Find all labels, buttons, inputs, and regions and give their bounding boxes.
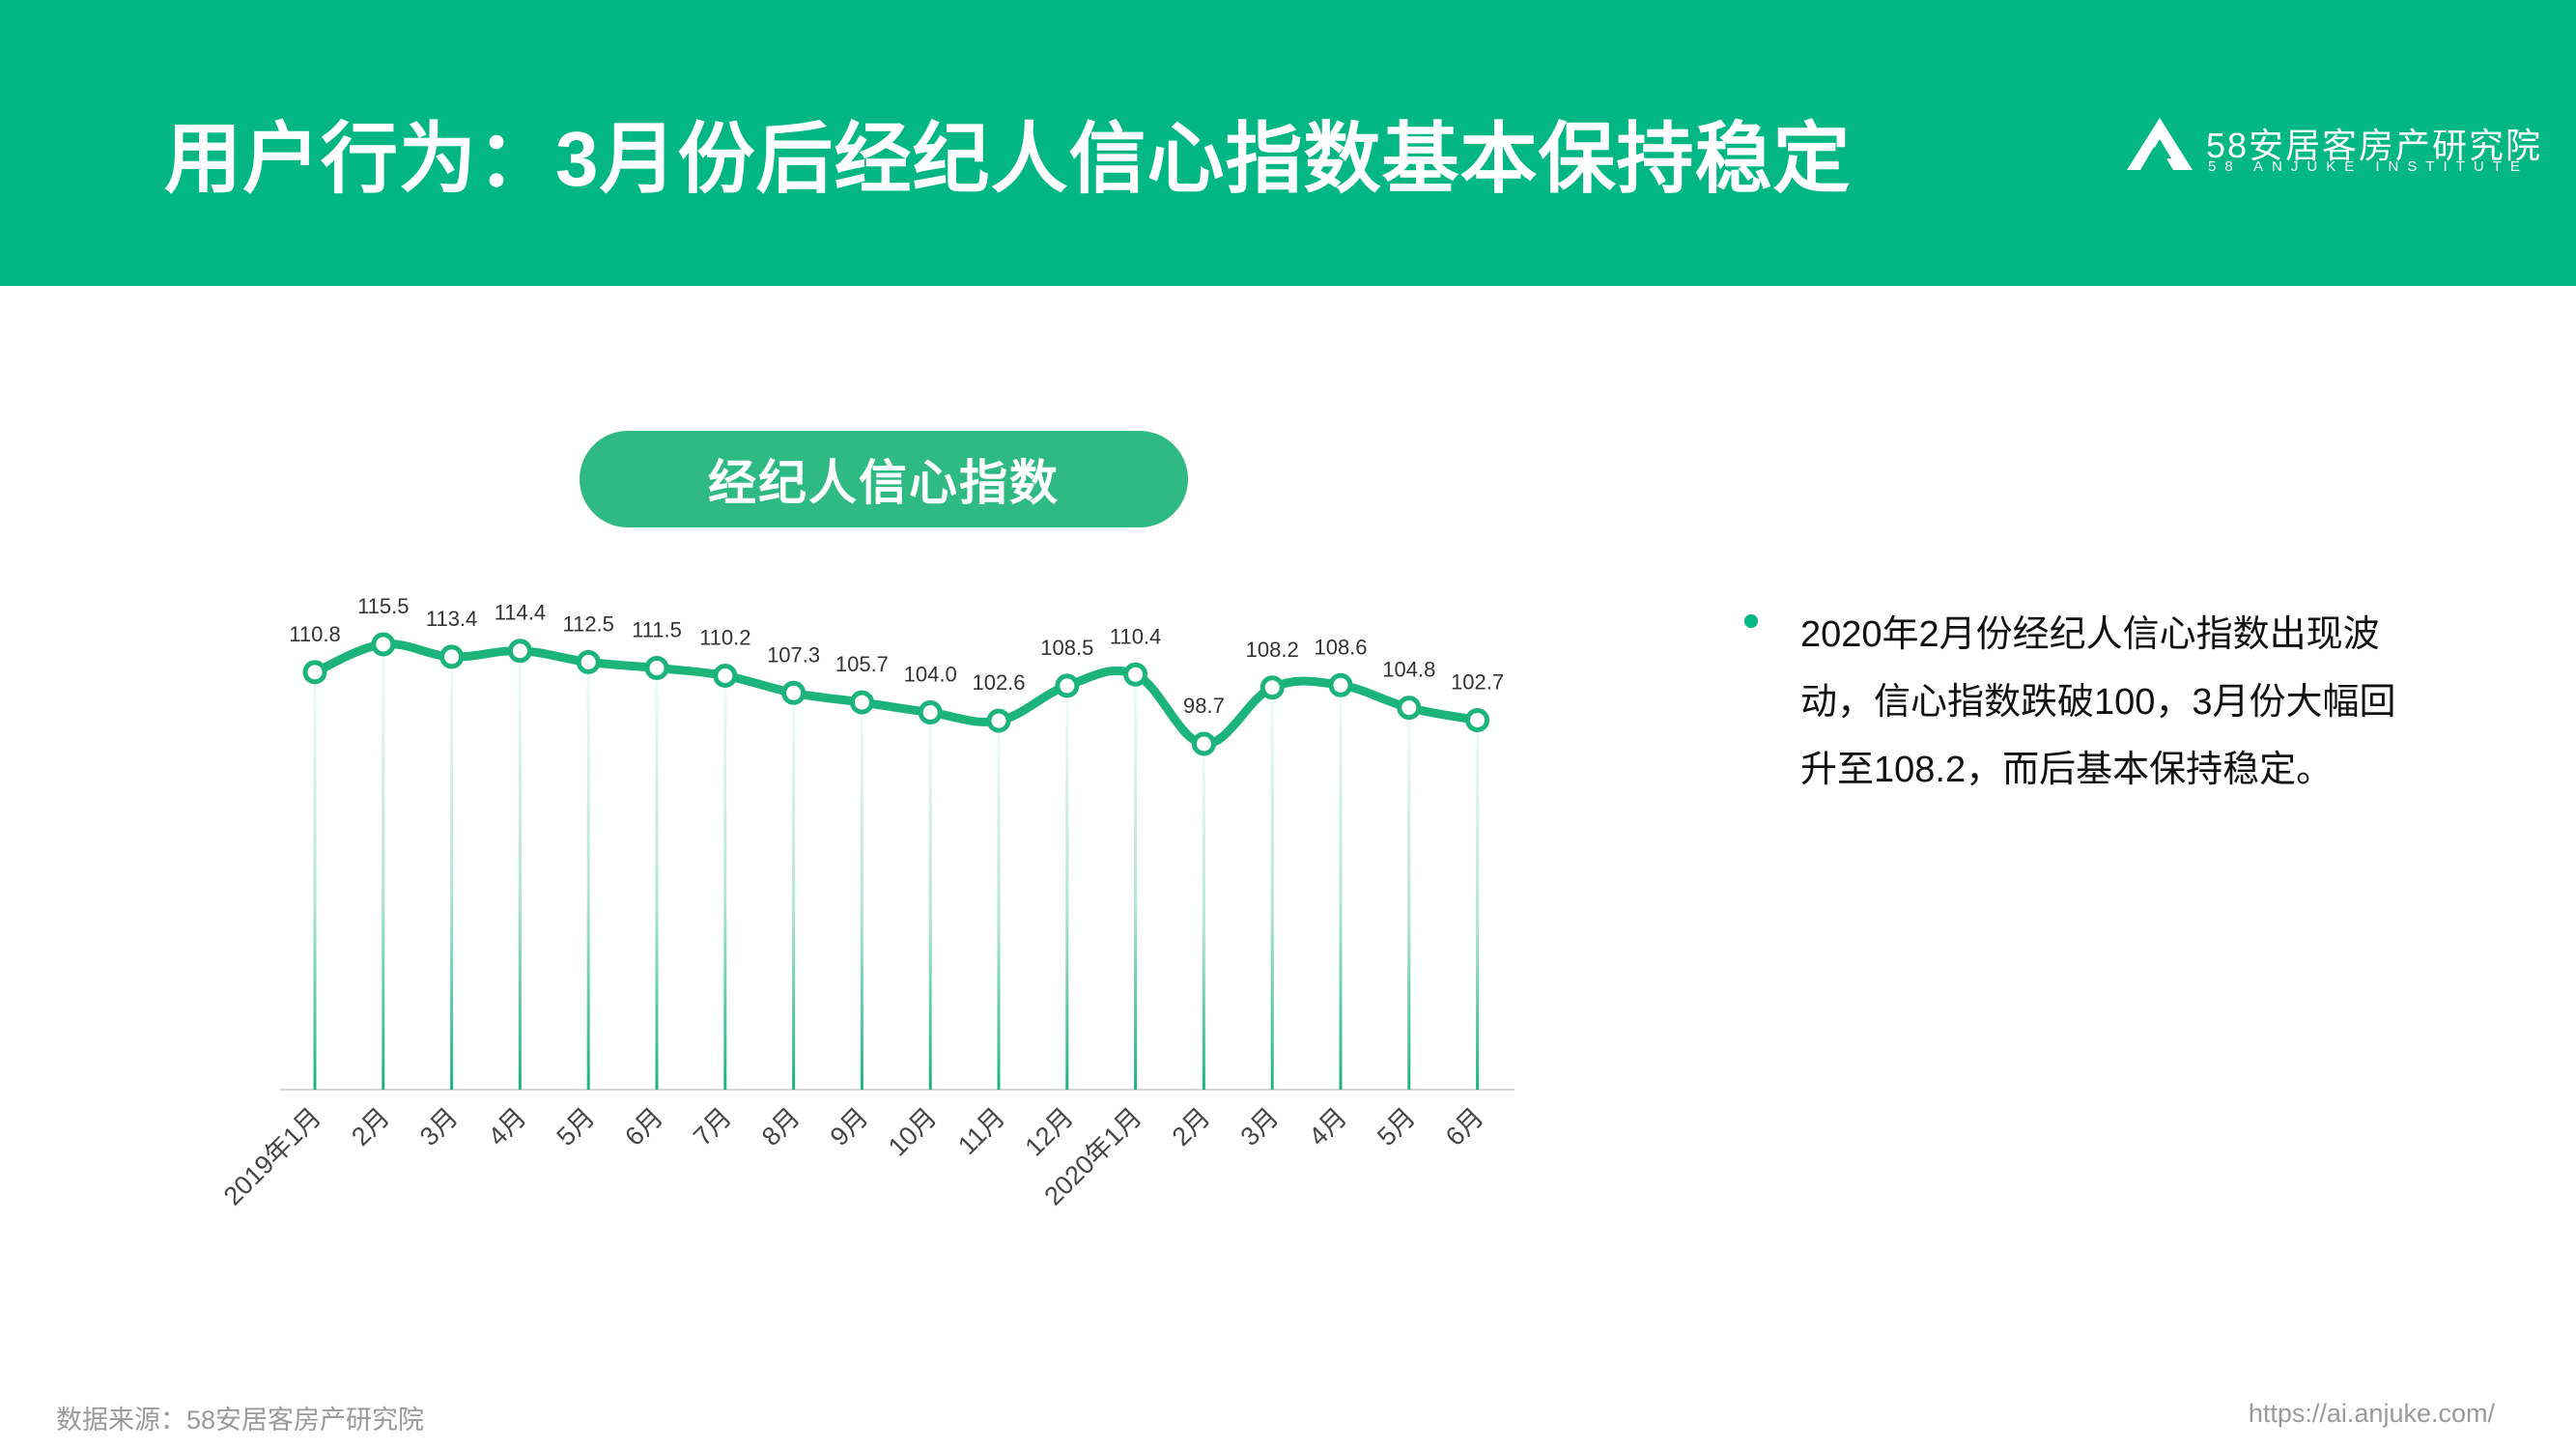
data-label-12: 108.5 <box>1040 636 1093 660</box>
data-point-6 <box>644 656 669 681</box>
data-point-7 <box>713 663 738 688</box>
header-banner: 用户行为：3月份后经纪人信心指数基本保持稳定 58安居客房产研究院 58 ANJ… <box>0 0 2576 286</box>
data-label-3: 113.4 <box>426 607 477 631</box>
logo-subtitle: 58 ANJUKE INSTITUTE <box>2208 158 2529 175</box>
data-label-14: 98.7 <box>1183 694 1225 718</box>
drop-line-1 <box>313 671 317 1090</box>
data-point-13 <box>1123 662 1148 687</box>
drop-line-14 <box>1202 744 1205 1090</box>
data-label-15: 108.2 <box>1246 638 1299 662</box>
data-point-9 <box>849 690 874 715</box>
data-point-5 <box>576 649 601 674</box>
x-tick-label-17: 5月 <box>1372 1102 1421 1151</box>
x-tick-label-2: 2月 <box>346 1102 395 1151</box>
drop-line-4 <box>518 650 522 1090</box>
drop-line-5 <box>586 662 590 1090</box>
x-tick-label-14: 2月 <box>1167 1102 1216 1151</box>
page-title: 用户行为：3月份后经纪人信心指数基本保持稳定 <box>164 116 1852 202</box>
drop-line-18 <box>1476 720 1480 1090</box>
bullet-dot <box>1744 614 1758 628</box>
x-tick-label-5: 5月 <box>552 1102 601 1151</box>
data-point-2 <box>371 632 396 657</box>
data-label-17: 104.8 <box>1382 658 1435 682</box>
x-tick-label-7: 7月 <box>688 1102 737 1151</box>
x-tick-label-4: 4月 <box>483 1102 532 1151</box>
data-label-2: 115.5 <box>357 594 409 618</box>
data-label-9: 105.7 <box>835 652 889 676</box>
x-tick-label-8: 8月 <box>756 1102 806 1151</box>
data-label-6: 111.5 <box>632 618 682 642</box>
drop-line-12 <box>1065 685 1069 1090</box>
data-point-8 <box>781 680 807 705</box>
x-tick-label-15: 3月 <box>1235 1102 1285 1151</box>
chart-title-pill: 经纪人信心指数 <box>580 431 1188 527</box>
x-tick-label-10: 10月 <box>883 1102 943 1162</box>
drop-line-16 <box>1339 685 1343 1090</box>
data-point-10 <box>918 700 943 725</box>
drop-lines <box>313 644 1480 1090</box>
x-tick-label-1: 2019年1月 <box>218 1102 326 1210</box>
x-tick-label-12: 12月 <box>1019 1102 1079 1162</box>
x-tick-label-11: 11月 <box>952 1102 1010 1160</box>
drop-line-13 <box>1134 674 1138 1090</box>
anjuke-logo-icon <box>2127 118 2193 170</box>
source-url: https://ai.anjuke.com/ <box>2248 1399 2495 1428</box>
data-point-14 <box>1191 731 1216 756</box>
data-label-11: 102.6 <box>972 670 1025 695</box>
brand-logo: 58安居客房产研究院 58 ANJUKE INSTITUTE <box>2125 114 2540 182</box>
data-point-11 <box>986 708 1011 733</box>
data-label-1: 110.8 <box>289 622 340 646</box>
drop-line-8 <box>792 693 796 1090</box>
insight-text: 2020年2月份经纪人信心指数出现波动，信心指数跌破100，3月份大幅回升至10… <box>1800 614 2396 790</box>
data-point-3 <box>439 644 465 669</box>
x-tick-label-18: 6月 <box>1440 1102 1489 1151</box>
data-point-15 <box>1260 675 1285 700</box>
confidence-index-line-chart: 110.8 115.5 113.4 114.4 112.5 111.5 110.2 107.3… <box>218 594 1514 1211</box>
drop-line-7 <box>723 675 727 1090</box>
drop-line-17 <box>1407 707 1411 1090</box>
drop-line-2 <box>382 644 385 1090</box>
data-points <box>302 632 1490 756</box>
data-label-7: 110.2 <box>699 625 750 649</box>
data-labels: 110.8 115.5 113.4 114.4 112.5 111.5 110.2 107.3… <box>289 594 1504 718</box>
drop-line-9 <box>860 702 863 1090</box>
data-label-8: 107.3 <box>767 642 820 667</box>
data-point-17 <box>1397 696 1422 721</box>
data-label-13: 110.4 <box>1110 624 1161 648</box>
data-label-10: 104.0 <box>904 663 957 687</box>
series-line <box>310 639 1483 749</box>
data-point-16 <box>1328 672 1353 697</box>
data-label-5: 112.5 <box>562 611 613 636</box>
data-source: 数据来源：58安居客房产研究院 <box>56 1406 425 1435</box>
data-label-4: 114.4 <box>495 601 546 625</box>
data-point-4 <box>507 639 532 664</box>
data-point-12 <box>1055 673 1080 698</box>
x-tick-label-3: 3月 <box>414 1102 464 1151</box>
x-tick-label-6: 6月 <box>619 1102 668 1151</box>
data-label-16: 108.6 <box>1314 635 1367 659</box>
x-tick-label-16: 4月 <box>1303 1102 1352 1151</box>
drop-line-3 <box>450 656 454 1090</box>
drop-line-6 <box>655 668 659 1090</box>
drop-line-11 <box>997 721 1001 1090</box>
logo-name: 58安居客房产研究院 <box>2206 126 2543 165</box>
x-tick-label-9: 9月 <box>825 1102 874 1151</box>
data-label-18: 102.7 <box>1451 669 1504 694</box>
data-point-18 <box>1465 707 1490 732</box>
drop-line-15 <box>1270 687 1274 1090</box>
data-point-1 <box>302 660 327 685</box>
drop-line-10 <box>928 712 932 1090</box>
